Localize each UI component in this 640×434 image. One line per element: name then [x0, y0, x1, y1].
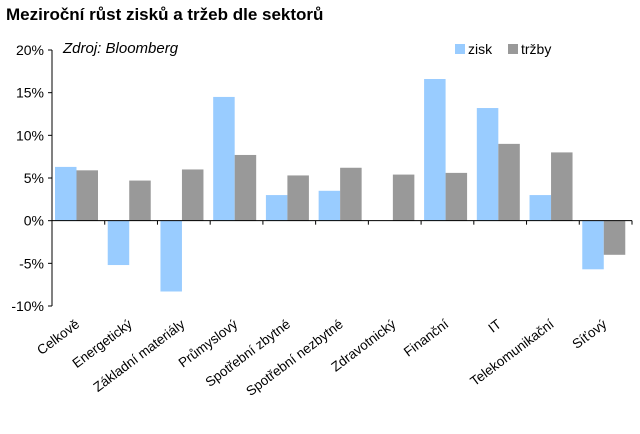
x-tick-label: Síťový	[569, 316, 609, 351]
bar-trzby	[498, 143, 520, 221]
bar-zisk	[55, 166, 77, 221]
y-tick-label: -10%	[11, 298, 44, 314]
legend: zisk tržby	[455, 41, 551, 57]
bar-zisk	[265, 195, 288, 221]
bar-trzby	[287, 175, 309, 221]
bar-trzby	[129, 180, 151, 221]
x-tick-label: Základní materiály	[91, 316, 188, 395]
bar-trzby	[234, 154, 257, 221]
bar-zisk	[318, 190, 341, 221]
bars	[51, 79, 633, 292]
bar-zisk	[582, 220, 604, 270]
chart-source: Zdroj: Bloomberg	[62, 40, 179, 57]
y-tick-label: -5%	[19, 255, 44, 271]
bar-zisk	[424, 79, 446, 221]
x-tick-label: Finanční	[401, 316, 452, 359]
y-tick-label: 5%	[24, 170, 44, 186]
y-tick-label: 0%	[24, 213, 44, 229]
bar-trzby	[76, 170, 98, 221]
x-tick-label: Spotřební nezbytné	[243, 316, 346, 398]
legend-swatch-trzby	[508, 44, 518, 54]
bar-zisk	[107, 220, 130, 266]
bar-trzby	[445, 172, 468, 221]
chart-title: Meziroční růst zisků a tržeb dle sektorů	[6, 5, 323, 24]
bar-trzby	[181, 169, 204, 221]
bar-trzby	[340, 167, 362, 221]
axes: -10% -5% 0% 5% 10% 15% 20%	[11, 42, 53, 314]
bar-trzby	[392, 174, 415, 221]
bar-zisk	[529, 195, 552, 221]
legend-label-trzby: tržby	[521, 41, 551, 57]
bar-zisk	[160, 220, 182, 292]
y-tick-label: 15%	[16, 85, 44, 101]
y-tick-label: 20%	[16, 42, 44, 58]
y-tick-label: 10%	[16, 127, 44, 143]
x-tick-label: Celkově	[34, 316, 82, 357]
legend-swatch-zisk	[455, 44, 465, 54]
legend-label-zisk: zisk	[468, 41, 493, 57]
x-tick-label: IT	[485, 316, 504, 335]
bar-zisk	[213, 96, 235, 221]
x-tick-label: Telekomunikační	[467, 316, 557, 389]
bar-trzby	[603, 220, 626, 255]
bar-zisk	[476, 108, 499, 221]
bar-trzby	[551, 152, 573, 221]
